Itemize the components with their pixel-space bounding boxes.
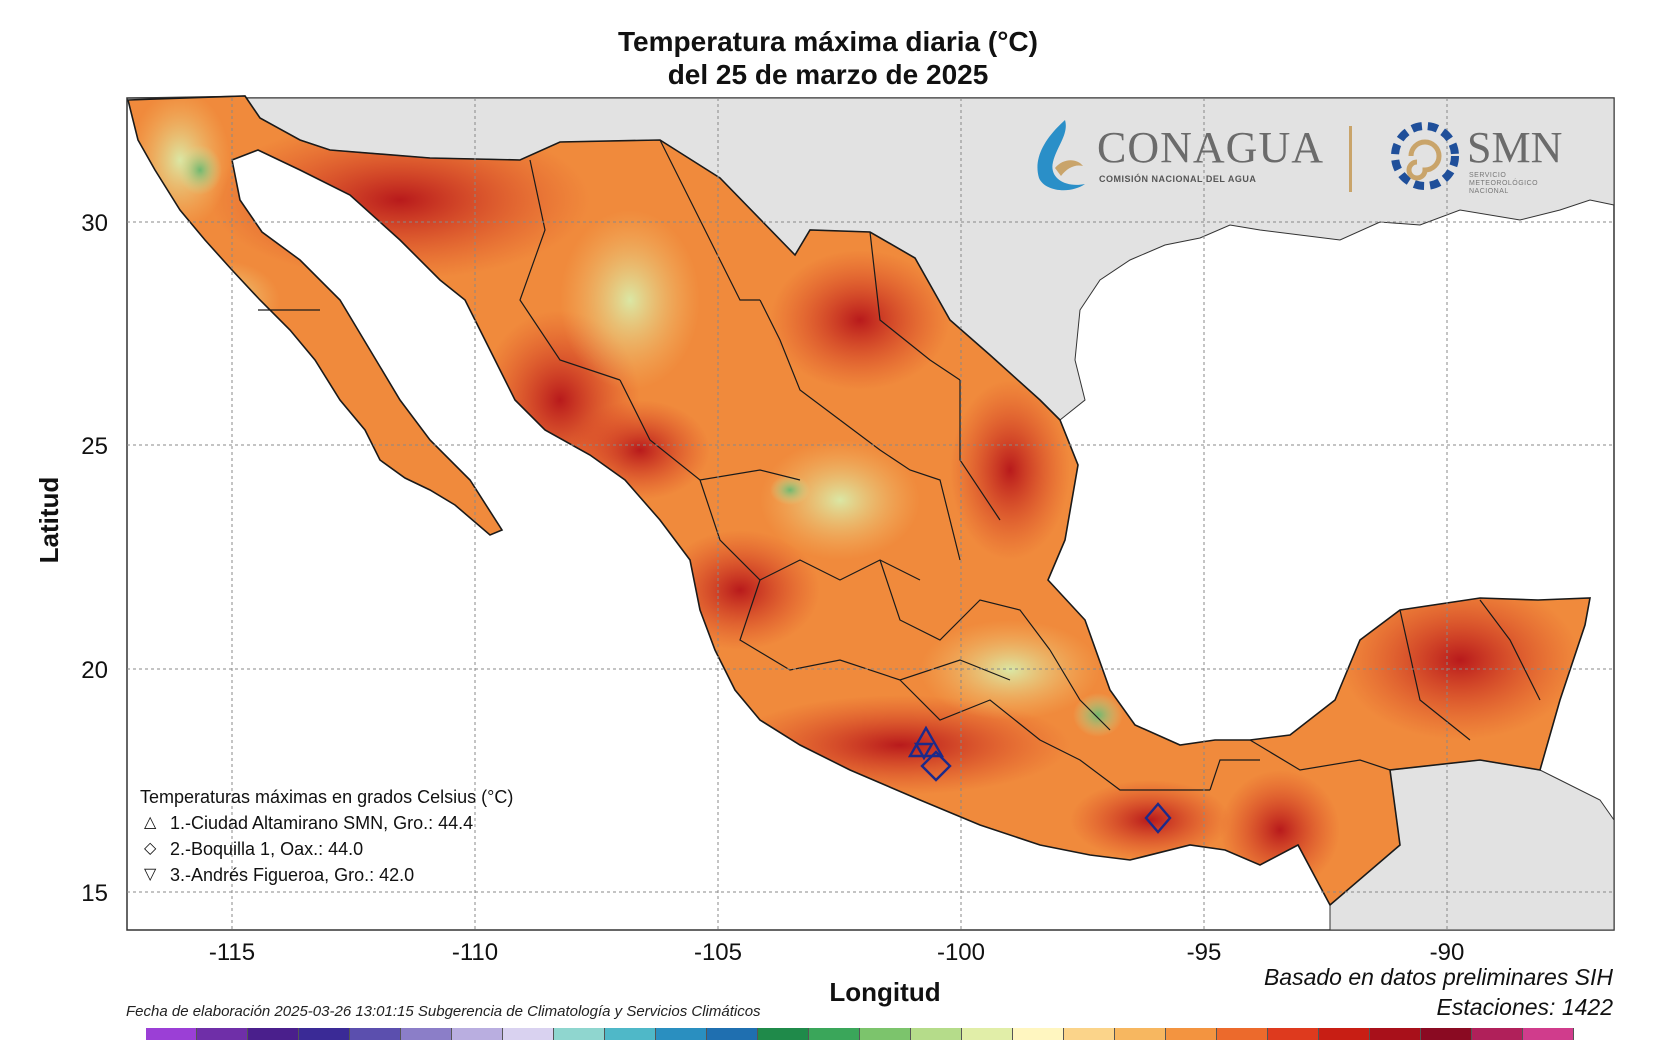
colorbar-swatch <box>707 1028 758 1040</box>
colorbar-swatch <box>911 1028 962 1040</box>
source-line1: Basado en datos preliminares SIH <box>1263 964 1613 990</box>
conagua-subtitle: COMISIÓN NACIONAL DEL AGUA <box>1099 174 1257 184</box>
smn-subtitle: SERVICIO METEOROLÓGICO NACIONAL <box>1469 172 1539 195</box>
colorbar-swatch <box>401 1028 452 1040</box>
triangle-up-icon: △ <box>144 814 157 831</box>
colorbar-swatch <box>1523 1028 1574 1040</box>
legend-item-text: 2.-Boquilla 1, Oax.: 44.0 <box>170 839 364 859</box>
mexico-outline <box>126 95 1591 907</box>
colorbar-swatch <box>299 1028 350 1040</box>
station-legend: Temperaturas máximas en grados Celsius (… <box>140 784 513 888</box>
colorbar-swatch <box>962 1028 1013 1040</box>
gridlines <box>127 98 1614 930</box>
colorbar-swatch <box>452 1028 503 1040</box>
x-tick: -115 <box>209 939 255 966</box>
legend-item-2: ◇ 2.-Boquilla 1, Oax.: 44.0 <box>140 836 513 862</box>
colorbar-swatch <box>809 1028 860 1040</box>
x-tick: -90 <box>1430 939 1465 966</box>
colorbar-swatch <box>860 1028 911 1040</box>
logo-divider <box>1349 126 1352 192</box>
colorbar-swatch <box>554 1028 605 1040</box>
legend-item-text: 3.-Andrés Figueroa, Gro.: 42.0 <box>170 865 415 885</box>
colorbar-swatch <box>605 1028 656 1040</box>
y-ticks: 30 25 20 15 <box>81 210 108 907</box>
smn-spiral-icon <box>1391 122 1459 190</box>
colorbar-swatch <box>656 1028 707 1040</box>
map-title-line1: Temperatura máxima diaria (°C) <box>618 26 1038 57</box>
legend-title: Temperaturas máximas en grados Celsius (… <box>140 787 514 807</box>
x-tick: -110 <box>452 939 498 966</box>
colorbar-swatch <box>503 1028 554 1040</box>
x-tick: -105 <box>694 939 742 966</box>
data-source-note: Basado en datos preliminares SIH Estacio… <box>1264 962 1613 1022</box>
colorbar-swatch <box>1370 1028 1421 1040</box>
colorbar-swatch <box>1064 1028 1115 1040</box>
state-borders <box>258 139 1541 791</box>
x-axis-label: Longitud <box>829 977 940 1007</box>
colorbar-swatch <box>1217 1028 1268 1040</box>
station-markers <box>907 725 1172 834</box>
source-line2: Estaciones: 1422 <box>1436 994 1613 1020</box>
colorbar-swatch <box>1472 1028 1523 1040</box>
conagua-wave-icon <box>1037 120 1085 191</box>
colorbar-swatch <box>1166 1028 1217 1040</box>
colorbar-swatch <box>1319 1028 1370 1040</box>
colorbar-swatch <box>1421 1028 1472 1040</box>
station-2-diamond-icon-a <box>920 750 952 782</box>
legend-item-text: 1.-Ciudad Altamirano SMN, Gro.: 44.4 <box>170 813 474 833</box>
colorbar-swatch <box>146 1028 197 1040</box>
y-tick: 30 <box>81 210 108 237</box>
legend-item-3: ▽ 3.-Andrés Figueroa, Gro.: 42.0 <box>140 862 513 888</box>
x-ticks: -115 -110 -105 -100 -95 -90 <box>209 939 1464 966</box>
colorbar-swatch <box>1013 1028 1064 1040</box>
colorbar-swatch <box>197 1028 248 1040</box>
y-tick: 25 <box>81 433 108 460</box>
y-axis-label: Latitud <box>34 477 64 564</box>
colorbar-swatch <box>1268 1028 1319 1040</box>
elaboration-date: Fecha de elaboración 2025-03-26 13:01:15… <box>126 1003 761 1020</box>
map-title-line2: del 25 de marzo de 2025 <box>667 59 989 90</box>
smn-logo: SMN SERVICIO METEOROLÓGICO NACIONAL <box>1385 118 1585 198</box>
legend-item-1: △ 1.-Ciudad Altamirano SMN, Gro.: 44.4 <box>140 810 513 836</box>
colorbar-swatch <box>1115 1028 1166 1040</box>
temperature-colorbar <box>146 1028 1574 1040</box>
colorbar-swatch <box>758 1028 809 1040</box>
y-tick: 20 <box>81 657 108 684</box>
conagua-logo: CONAGUA COMISIÓN NACIONAL DEL AGUA <box>1025 118 1325 198</box>
colorbar-swatch <box>248 1028 299 1040</box>
diamond-icon: ◇ <box>144 840 157 857</box>
triangle-down-icon: ▽ <box>144 866 157 883</box>
colorbar-swatch <box>350 1028 401 1040</box>
y-tick: 15 <box>81 880 108 907</box>
station-2-diamond-icon <box>1144 802 1172 834</box>
conagua-name: CONAGUA <box>1097 123 1324 172</box>
x-tick: -100 <box>937 939 985 966</box>
station-3-triangle-down-icon <box>913 742 935 761</box>
smn-name: SMN <box>1467 123 1563 172</box>
x-tick: -95 <box>1187 939 1222 966</box>
